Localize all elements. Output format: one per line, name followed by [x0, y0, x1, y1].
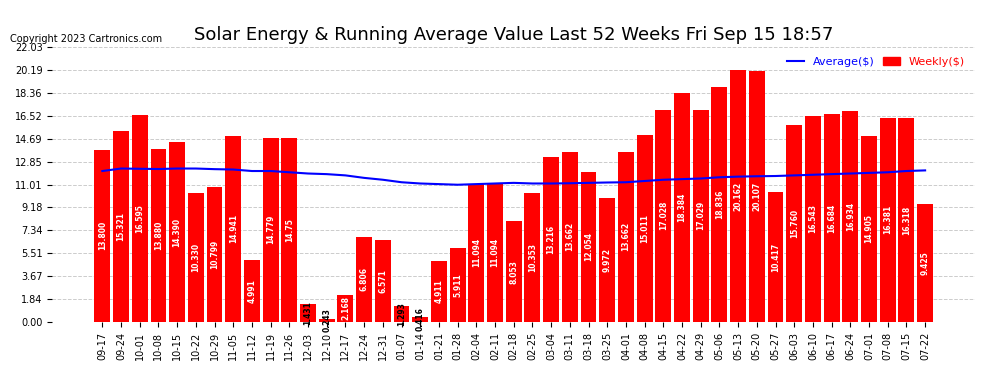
Text: 20.107: 20.107 [752, 182, 761, 211]
Text: 2.168: 2.168 [341, 296, 349, 320]
Bar [674, 93, 690, 322]
Bar [113, 131, 129, 322]
Text: 12.054: 12.054 [584, 232, 593, 261]
Bar [412, 317, 429, 322]
Text: 13.216: 13.216 [546, 225, 555, 254]
Text: 16.595: 16.595 [136, 204, 145, 233]
Text: 9.972: 9.972 [603, 248, 612, 272]
Bar [506, 222, 522, 322]
Text: 14.390: 14.390 [172, 217, 181, 247]
Bar [226, 136, 242, 322]
Bar [375, 240, 391, 322]
Text: 18.384: 18.384 [677, 193, 686, 222]
Bar [861, 136, 877, 322]
Bar [618, 152, 634, 322]
Bar [899, 118, 915, 322]
Text: 14.75: 14.75 [285, 218, 294, 242]
Text: 16.318: 16.318 [902, 206, 911, 235]
Text: 10.330: 10.330 [191, 243, 200, 272]
Bar [525, 193, 541, 322]
Bar [917, 204, 933, 322]
Bar [132, 115, 148, 322]
Bar [94, 150, 110, 322]
Bar [207, 187, 223, 322]
Text: 10.417: 10.417 [771, 242, 780, 272]
Text: 16.684: 16.684 [827, 203, 837, 232]
Text: 15.011: 15.011 [641, 214, 649, 243]
Bar [244, 260, 260, 322]
Bar [580, 172, 597, 322]
Bar [712, 87, 728, 322]
Text: Copyright 2023 Cartronics.com: Copyright 2023 Cartronics.com [10, 34, 162, 44]
Text: 16.381: 16.381 [883, 205, 892, 234]
Bar [449, 248, 465, 322]
Bar [599, 198, 615, 322]
Bar [655, 110, 671, 322]
Text: 8.053: 8.053 [509, 260, 518, 284]
Bar [544, 157, 559, 322]
Bar [281, 138, 297, 322]
Text: 14.779: 14.779 [266, 215, 275, 244]
Bar [748, 71, 764, 322]
Text: 5.911: 5.911 [453, 273, 462, 297]
Bar [880, 118, 896, 322]
Text: 14.941: 14.941 [229, 214, 238, 243]
Bar [262, 138, 278, 322]
Text: 16.934: 16.934 [845, 202, 854, 231]
Text: 11.094: 11.094 [472, 238, 481, 267]
Bar [805, 116, 821, 322]
Text: 11.094: 11.094 [490, 238, 500, 267]
Text: 6.806: 6.806 [359, 267, 368, 291]
Text: 4.911: 4.911 [435, 279, 444, 303]
Bar [487, 184, 503, 322]
Bar [731, 70, 746, 322]
Text: 1.293: 1.293 [397, 302, 406, 326]
Bar [150, 149, 166, 322]
Bar [842, 111, 858, 322]
Text: 15.321: 15.321 [117, 212, 126, 241]
Bar [338, 295, 353, 322]
Text: 6.571: 6.571 [378, 269, 387, 293]
Text: 13.662: 13.662 [622, 222, 631, 251]
Text: 15.760: 15.760 [790, 209, 799, 238]
Bar [693, 110, 709, 322]
Bar [319, 319, 335, 322]
Bar [188, 193, 204, 322]
Text: 17.028: 17.028 [658, 201, 668, 230]
Bar [786, 125, 802, 322]
Bar [431, 261, 446, 322]
Text: 13.800: 13.800 [98, 221, 107, 251]
Text: 13.662: 13.662 [565, 222, 574, 251]
Text: 0.416: 0.416 [416, 308, 425, 331]
Text: 4.991: 4.991 [248, 279, 256, 303]
Bar [637, 135, 652, 322]
Text: 10.353: 10.353 [528, 243, 537, 272]
Title: Solar Energy & Running Average Value Last 52 Weeks Fri Sep 15 18:57: Solar Energy & Running Average Value Las… [194, 26, 834, 44]
Bar [394, 306, 410, 322]
Text: 20.162: 20.162 [734, 182, 742, 211]
Bar [169, 142, 185, 322]
Bar [468, 184, 484, 322]
Bar [300, 304, 316, 322]
Text: 0.243: 0.243 [322, 309, 332, 332]
Text: 16.543: 16.543 [809, 204, 818, 233]
Text: 17.029: 17.029 [696, 201, 705, 230]
Text: 14.905: 14.905 [864, 214, 873, 243]
Text: 10.799: 10.799 [210, 240, 219, 269]
Bar [356, 237, 372, 322]
Text: 1.431: 1.431 [304, 301, 313, 325]
Text: 18.836: 18.836 [715, 190, 724, 219]
Legend: Average($), Weekly($): Average($), Weekly($) [783, 53, 969, 72]
Text: 9.425: 9.425 [921, 251, 930, 275]
Bar [562, 152, 578, 322]
Bar [767, 192, 783, 322]
Bar [824, 114, 840, 322]
Text: 13.880: 13.880 [154, 220, 163, 250]
